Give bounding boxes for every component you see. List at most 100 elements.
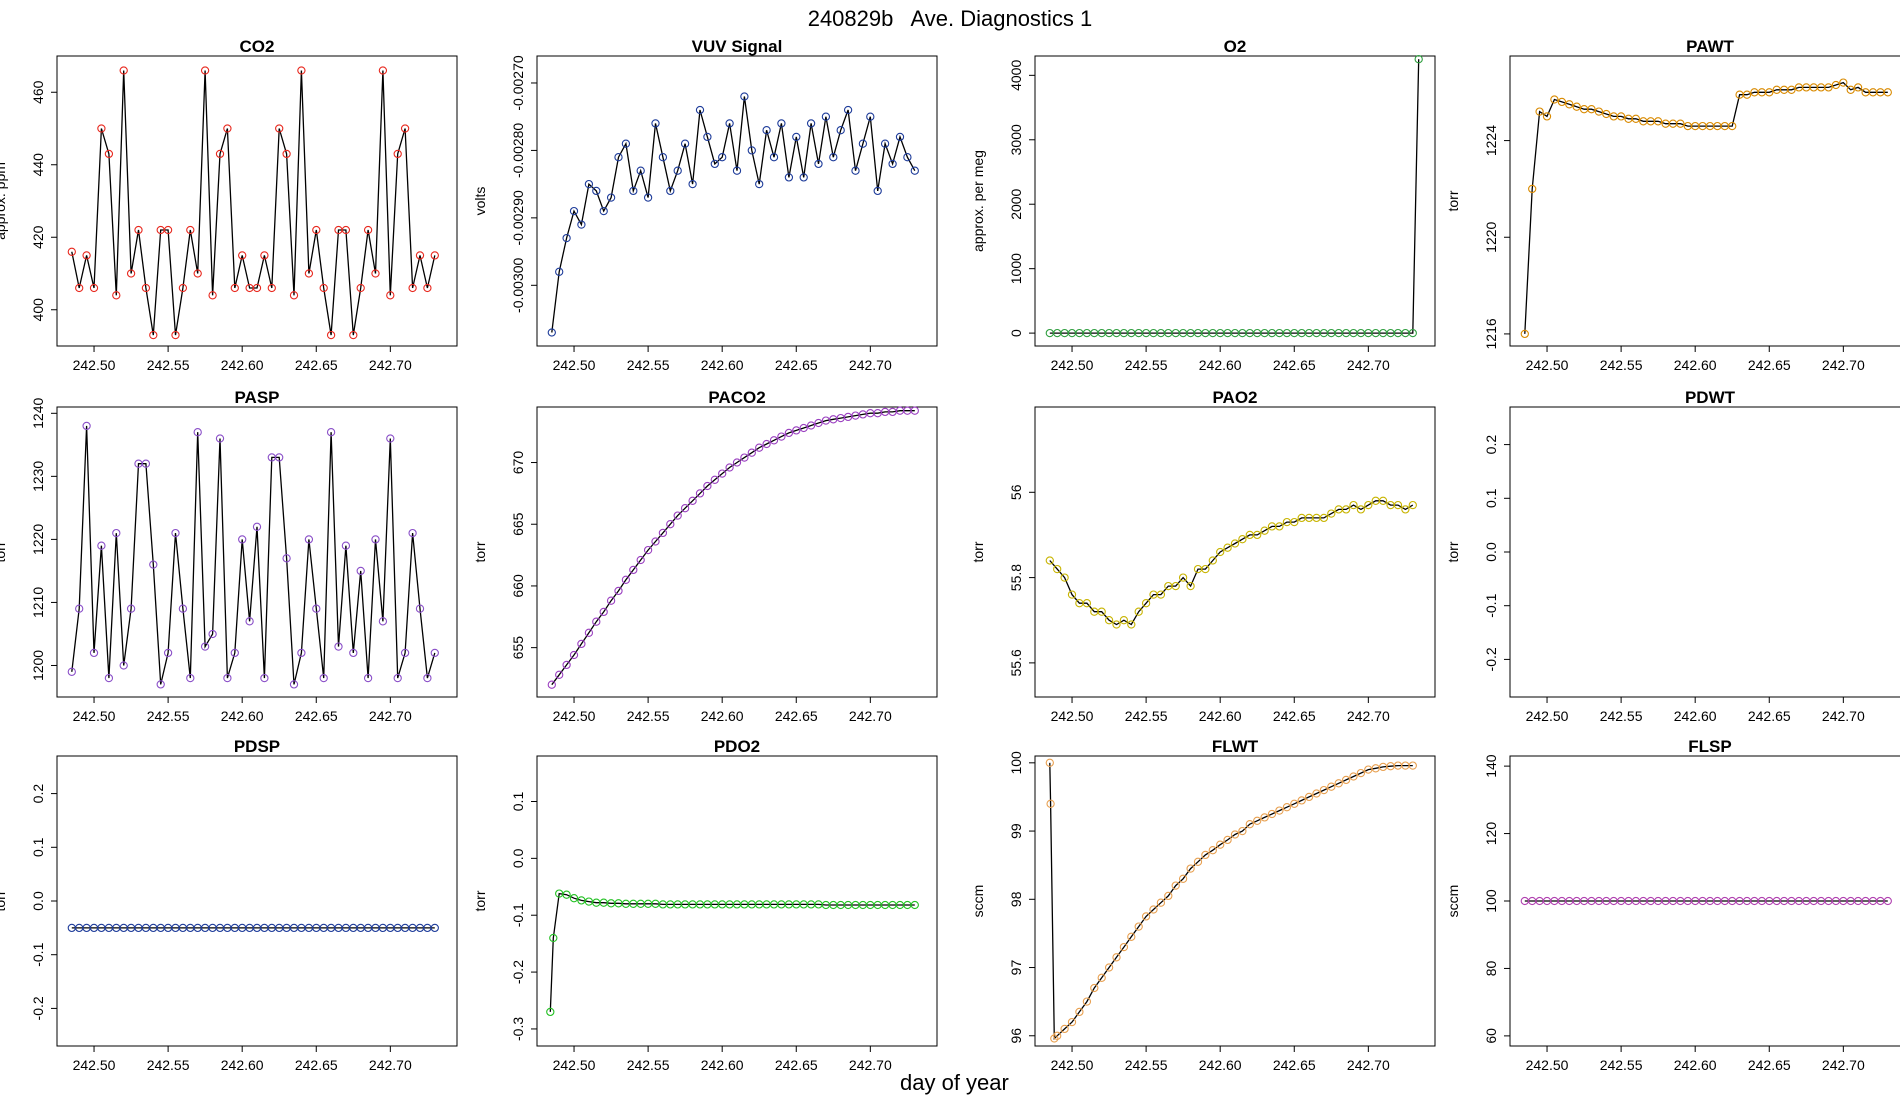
- y-tick-label: -0.3: [510, 1017, 526, 1041]
- data-point: [762, 126, 771, 135]
- data-point: [363, 673, 373, 683]
- data-point: [629, 186, 638, 196]
- y-tick-label: 665: [510, 512, 526, 536]
- data-point: [1290, 517, 1299, 527]
- data-point: [651, 119, 660, 128]
- data-point: [1193, 857, 1203, 866]
- data-point: [1119, 616, 1129, 625]
- data-point: [599, 607, 608, 617]
- data-point: [1260, 813, 1269, 822]
- panel-title: PAO2: [1212, 388, 1257, 407]
- x-tick-label: 242.70: [849, 708, 892, 724]
- data-point: [784, 428, 794, 438]
- data-point: [1127, 932, 1136, 941]
- data-point: [584, 628, 594, 637]
- data-point: [119, 66, 128, 75]
- data-point: [1349, 500, 1358, 510]
- y-tick-label: -0.00280: [510, 123, 526, 178]
- data-point: [577, 639, 586, 649]
- series-line: [1524, 81, 1888, 334]
- data-point: [326, 330, 336, 340]
- data-point: [814, 418, 823, 428]
- y-tick-label: -0.00290: [510, 190, 526, 245]
- y-tick-label: 1210: [30, 587, 46, 618]
- data-point: [1253, 816, 1262, 825]
- y-tick-label: 98: [1008, 891, 1024, 907]
- panel-paco2: PACO2 torr 242.50 242.55 242.60 242.65 242.70 6…: [472, 388, 938, 724]
- data-point: [1275, 806, 1284, 815]
- plot-frame: [1509, 55, 1900, 347]
- data-point: [651, 537, 660, 546]
- data-point: [356, 283, 365, 293]
- data-point: [710, 475, 719, 484]
- data-point: [282, 149, 291, 159]
- y-tick-label: 1224: [1483, 125, 1499, 156]
- plot-frame: [56, 406, 458, 698]
- data-point: [666, 186, 675, 196]
- data-point: [304, 269, 314, 278]
- data-point: [1149, 905, 1158, 914]
- x-tick-label: 242.60: [221, 1057, 264, 1073]
- y-tick-label: 1230: [30, 461, 46, 492]
- data-point: [82, 421, 91, 431]
- data-point: [747, 448, 756, 457]
- data-point: [1824, 83, 1833, 92]
- data-point: [1134, 922, 1143, 931]
- data-point: [614, 153, 623, 162]
- data-point: [1401, 505, 1410, 514]
- data-point: [784, 173, 794, 182]
- data-point: [1216, 840, 1225, 849]
- data-point: [393, 673, 402, 683]
- data-point: [569, 894, 579, 903]
- panel-title: PDSP: [234, 737, 280, 756]
- y-tick-label: 0.1: [510, 792, 526, 812]
- data-point: [326, 428, 336, 437]
- panel-title: PACO2: [708, 388, 765, 407]
- data-point: [643, 193, 653, 202]
- panel-title: PAWT: [1686, 37, 1734, 56]
- data-point: [1112, 620, 1121, 629]
- y-tick-label: 1220: [1483, 221, 1499, 252]
- data-point: [1097, 607, 1106, 616]
- data-point: [755, 443, 764, 452]
- data-point: [1104, 963, 1114, 972]
- y-tick-label: 0: [1008, 329, 1024, 337]
- data-point: [97, 541, 106, 550]
- data-point: [562, 233, 571, 243]
- data-point: [1171, 881, 1180, 890]
- series-line: [549, 892, 915, 1012]
- data-point: [178, 604, 188, 613]
- data-point: [215, 434, 225, 443]
- x-tick-label: 242.50: [553, 1057, 596, 1073]
- data-point: [1082, 599, 1092, 608]
- data-point: [880, 139, 890, 148]
- data-point: [97, 124, 106, 133]
- y-tick-label: 100: [1008, 751, 1024, 775]
- data-point: [562, 890, 571, 899]
- data-point: [1312, 789, 1321, 798]
- plot-frame: [56, 755, 458, 1047]
- data-point: [1408, 761, 1417, 770]
- data-point: [1141, 599, 1151, 608]
- panel-pdwt: PDWT torr 242.50 242.55 242.60 242.65 242.70 -0…: [1445, 388, 1900, 724]
- data-point: [1572, 102, 1581, 111]
- data-point: [910, 900, 919, 910]
- data-point: [643, 545, 653, 555]
- y-tick-label: -0.2: [30, 996, 46, 1020]
- panel-title: PDO2: [714, 737, 760, 756]
- data-point: [126, 269, 136, 278]
- data-point: [260, 251, 269, 260]
- x-tick-label: 242.50: [73, 357, 116, 373]
- plot-frame: [56, 55, 458, 347]
- global-x-axis-label: day of year: [900, 1070, 1009, 1095]
- y-tick-label: 0.0: [1483, 542, 1499, 562]
- data-point: [806, 421, 816, 430]
- data-point: [171, 528, 180, 538]
- y-tick-label: 1216: [1483, 318, 1499, 349]
- data-point: [1230, 539, 1240, 548]
- data-point: [371, 269, 380, 278]
- data-point: [341, 541, 351, 550]
- data-point: [903, 153, 912, 162]
- data-point: [289, 680, 299, 689]
- y-tick-label: 3000: [1008, 124, 1024, 155]
